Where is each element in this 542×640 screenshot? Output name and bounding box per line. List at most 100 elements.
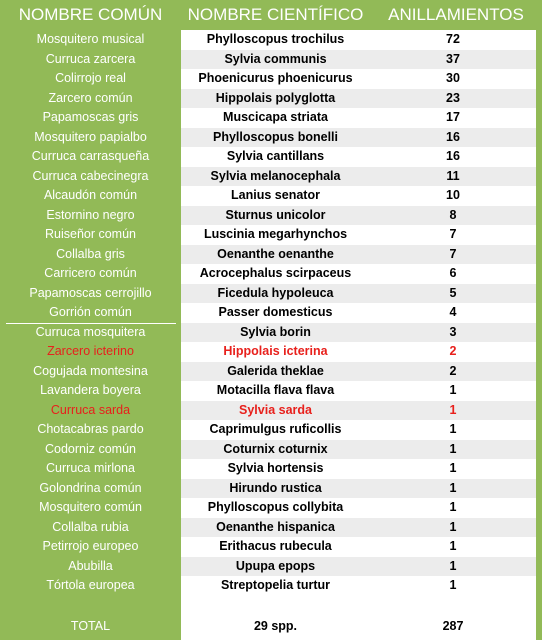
table-row: Alcaudón común Lanius senator 10 bbox=[0, 186, 542, 206]
table-row: Chotacabras pardo Caprimulgus ruficollis 1 bbox=[0, 420, 542, 440]
ringings-count-cell: 1 bbox=[449, 578, 457, 592]
table-row: Petirrojo europeo Erithacus rubecula 1 bbox=[0, 537, 542, 557]
ringings-count-cell: 1 bbox=[370, 478, 536, 498]
table-row: Collalba rubia Oenanthe hispanica 1 bbox=[0, 517, 542, 537]
scientific-name-cell: Sylvia communis bbox=[181, 49, 370, 69]
ringings-count-cell: 1 bbox=[449, 422, 457, 436]
common-name-cell: Lavandera boyera bbox=[40, 383, 141, 397]
scientific-name-cell: Oenanthe hispanica bbox=[181, 517, 370, 537]
table-row: Curruca sarda Sylvia sarda 1 bbox=[0, 400, 542, 420]
table-row: Curruca mosquitera Sylvia borin 3 bbox=[0, 322, 542, 342]
table-row: Abubilla Upupa epops 1 bbox=[0, 556, 542, 576]
scientific-name-cell: Motacilla flava flava bbox=[216, 383, 335, 397]
common-name-cell: Abubilla bbox=[68, 558, 113, 573]
table-row: Estornino negro Sturnus unicolor 8 bbox=[0, 205, 542, 225]
table-row: Curruca mirlona Sylvia hortensis 1 bbox=[0, 459, 542, 479]
scientific-name-cell: Hippolais polyglotta bbox=[181, 88, 370, 108]
ringings-count-cell: 1 bbox=[449, 500, 457, 514]
common-name-cell: Tórtola europea bbox=[46, 578, 135, 592]
scientific-name-cell: Sylvia sarda bbox=[181, 400, 370, 420]
ringings-count-cell: 11 bbox=[370, 166, 536, 186]
scientific-name-cell: Phoenicurus phoenicurus bbox=[198, 71, 353, 85]
scientific-name-cell: Lanius senator bbox=[231, 188, 320, 202]
table-row: Collalba gris Oenanthe oenanthe 7 bbox=[0, 244, 542, 264]
ringings-count-cell: 1 bbox=[370, 517, 536, 537]
common-name-cell: Golondrina común bbox=[39, 480, 142, 495]
section-divider bbox=[6, 323, 176, 324]
common-name-cell: Estornino negro bbox=[46, 207, 135, 222]
ringings-count-cell: 23 bbox=[370, 88, 536, 108]
ringings-count-cell: 4 bbox=[449, 305, 457, 319]
scientific-name-cell: Luscinia megarhynchos bbox=[203, 227, 348, 241]
scientific-name-cell: Streptopelia turtur bbox=[220, 578, 331, 592]
common-name-cell: Ruiseñor común bbox=[44, 227, 136, 241]
common-name-column bbox=[0, 30, 181, 640]
ringings-count-cell: 16 bbox=[370, 127, 536, 147]
ringings-count-cell: 8 bbox=[370, 205, 536, 225]
common-name-cell: Codorniz común bbox=[44, 441, 136, 456]
common-name-cell: Collalba rubia bbox=[52, 519, 129, 534]
common-name-cell: Curruca mirlona bbox=[46, 461, 135, 475]
scientific-name-cell: Sturnus unicolor bbox=[181, 205, 370, 225]
scientific-name-cell: Sylvia melanocephala bbox=[181, 166, 370, 186]
table-row: Lavandera boyera Motacilla flava flava 1 bbox=[0, 381, 542, 401]
common-name-cell: Papamoscas cerrojillo bbox=[29, 285, 152, 300]
common-name-cell: Curruca zarcera bbox=[45, 51, 136, 66]
common-name-cell: Curruca mosquitera bbox=[35, 324, 146, 339]
scientific-name-cell: Phylloscopus collybita bbox=[207, 500, 344, 514]
ringings-count-cell: 37 bbox=[370, 49, 536, 69]
ringings-count-cell: 72 bbox=[446, 32, 460, 46]
scientific-name-cell: Ficedula hypoleuca bbox=[181, 283, 370, 303]
table-row: Curruca cabecinegra Sylvia melanocephala 1… bbox=[0, 166, 542, 186]
ringings-count-cell: 3 bbox=[370, 322, 536, 342]
scientific-name-cell: Hippolais icterina bbox=[223, 344, 328, 358]
common-name-cell: Mosquitero musical bbox=[36, 32, 145, 46]
scientific-name-cell: Muscicapa striata bbox=[223, 110, 328, 124]
table-row: Mosquitero musical Phylloscopus trochilus… bbox=[0, 30, 542, 50]
scientific-name-cell: Caprimulgus ruficollis bbox=[209, 422, 342, 436]
common-name-cell: Cogujada montesina bbox=[33, 363, 148, 378]
total-count: 287 bbox=[442, 619, 464, 633]
ringings-count-cell: 1 bbox=[449, 383, 457, 397]
total-label: TOTAL bbox=[70, 619, 111, 633]
table-row: Zarcero común Hippolais polyglotta 23 bbox=[0, 88, 542, 108]
common-name-cell: Mosquitero papialbo bbox=[34, 129, 147, 144]
table-row: Golondrina común Hirundo rustica 1 bbox=[0, 478, 542, 498]
common-name-cell: Chotacabras pardo bbox=[37, 422, 144, 436]
common-name-cell: Carricero común bbox=[44, 266, 137, 280]
scientific-name-cell: Sylvia hortensis bbox=[227, 461, 324, 475]
common-name-cell: Curruca sarda bbox=[50, 402, 131, 417]
table-row: Tórtola europea Streptopelia turtur 1 bbox=[0, 576, 542, 596]
ringings-count-cell: 2 bbox=[449, 344, 457, 358]
table-row: Curruca carrasqueña Sylvia cantillans 16 bbox=[0, 147, 542, 167]
table-row: Papamoscas gris Muscicapa striata 17 bbox=[0, 108, 542, 128]
ringings-count-cell: 16 bbox=[446, 149, 460, 163]
scientific-name-cell: Sylvia cantillans bbox=[226, 149, 325, 163]
ringings-count-cell: 1 bbox=[370, 439, 536, 459]
table-row: Curruca zarcera Sylvia communis 37 bbox=[0, 49, 542, 69]
ringings-count-cell: 1 bbox=[449, 539, 457, 553]
ringings-count-cell: 17 bbox=[446, 110, 460, 124]
table-row: Codorniz común Coturnix coturnix 1 bbox=[0, 439, 542, 459]
table-row: Cogujada montesina Galerida theklae 2 bbox=[0, 361, 542, 381]
common-name-cell: Gorrión común bbox=[49, 305, 132, 319]
scientific-name-cell: Phylloscopus bonelli bbox=[181, 127, 370, 147]
table-row: Papamoscas cerrojillo Ficedula hypoleuca 5 bbox=[0, 283, 542, 303]
common-name-cell: Zarcero icterino bbox=[47, 344, 134, 358]
common-name-cell: Curruca cabecinegra bbox=[32, 168, 149, 183]
header-ringings: ANILLAMIENTOS bbox=[370, 0, 542, 30]
header-common-name: NOMBRE COMÚN bbox=[0, 0, 181, 30]
ringings-count-cell: 7 bbox=[449, 227, 457, 241]
right-border-strip bbox=[536, 30, 542, 640]
scientific-name-cell: Oenanthe oenanthe bbox=[181, 244, 370, 264]
common-name-cell: Petirrojo europeo bbox=[42, 539, 139, 553]
total-species: 29 spp. bbox=[253, 619, 298, 633]
ringings-count-cell: 5 bbox=[370, 283, 536, 303]
ringings-count-cell: 10 bbox=[446, 188, 460, 202]
ringings-count-cell: 7 bbox=[370, 244, 536, 264]
scientific-name-cell: Phylloscopus trochilus bbox=[206, 32, 345, 46]
scientific-name-cell: Passer domesticus bbox=[218, 305, 333, 319]
scientific-name-cell: Acrocephalus scirpaceus bbox=[199, 266, 352, 280]
common-name-cell: Papamoscas gris bbox=[42, 110, 139, 124]
ringings-count-cell: 1 bbox=[370, 556, 536, 576]
